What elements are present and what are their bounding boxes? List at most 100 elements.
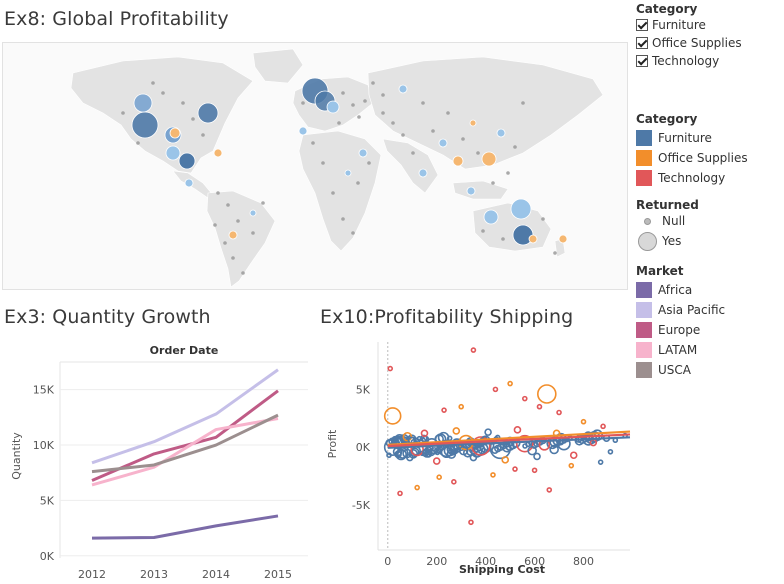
india-shape — [382, 138, 439, 194]
map-mark — [528, 234, 538, 244]
scatter-point[interactable] — [409, 447, 420, 458]
scatter-point[interactable] — [470, 347, 477, 353]
filter-item-technology[interactable]: Technology — [636, 52, 782, 70]
legend-item-furniture[interactable]: Furniture — [636, 128, 782, 148]
map-dot — [161, 91, 165, 95]
scatter-point[interactable] — [531, 467, 538, 474]
scatter-point[interactable] — [446, 449, 457, 459]
legend-item-yes[interactable]: Yes — [636, 230, 782, 252]
scatter-point[interactable] — [512, 466, 518, 472]
scatter-point[interactable] — [436, 474, 442, 480]
x-tick-label: 800 — [573, 555, 594, 568]
legend-item-technology[interactable]: Technology — [636, 168, 782, 188]
scatter-point[interactable] — [492, 386, 499, 393]
map-mark — [418, 168, 428, 178]
scatter-point[interactable] — [538, 439, 551, 451]
map-dot — [301, 101, 305, 105]
scatter-point[interactable] — [451, 479, 457, 485]
x-tick-label: 400 — [475, 555, 496, 568]
series-line-europe[interactable] — [91, 389, 279, 482]
checkbox[interactable] — [636, 37, 648, 49]
large-circle-icon — [636, 231, 658, 251]
scatter-point[interactable] — [537, 384, 557, 404]
map-dot — [363, 99, 367, 103]
y-tick-label: 15K — [33, 384, 55, 397]
map-dot — [513, 145, 517, 149]
legend-item-europe[interactable]: Europe — [636, 320, 782, 340]
legend-label: Africa — [658, 283, 693, 297]
series-line-africa[interactable] — [91, 514, 279, 540]
legend-item-latam[interactable]: LATAM — [636, 340, 782, 360]
scatter-point[interactable] — [522, 443, 528, 449]
scatter-point[interactable] — [406, 453, 414, 462]
scatter-point[interactable] — [507, 380, 513, 387]
legend-item-office-supplies[interactable]: Office Supplies — [636, 148, 782, 168]
legend-item-usca[interactable]: USCA — [636, 360, 782, 380]
scatter-point[interactable] — [521, 395, 528, 402]
scatter-point[interactable] — [569, 451, 578, 460]
trend-lines — [387, 430, 631, 449]
legend-label: Europe — [658, 323, 701, 337]
map-mark — [169, 127, 181, 139]
scatter-point[interactable] — [432, 457, 441, 465]
scatter-point[interactable] — [533, 452, 541, 461]
checkbox[interactable] — [636, 19, 648, 31]
shipping-scatter-chart[interactable]: Profit Shipping Cost -5K 0K 5K 0 200 400 600 8… — [320, 332, 632, 582]
filter-item-furniture[interactable]: Furniture — [636, 16, 782, 34]
scatter-point[interactable] — [452, 427, 461, 435]
scatter-point[interactable] — [458, 445, 469, 456]
scatter-point[interactable] — [549, 444, 559, 455]
scatter-point[interactable] — [556, 409, 562, 416]
scatter-point[interactable] — [383, 407, 402, 425]
scatter-point[interactable] — [437, 439, 456, 458]
series-line-asia-pacific[interactable] — [91, 368, 279, 465]
scatter-point[interactable] — [491, 446, 499, 454]
map-mark — [213, 148, 223, 158]
map-mark — [298, 126, 308, 136]
map-dot — [213, 223, 217, 227]
scatter-point[interactable] — [568, 462, 575, 469]
scatter-point[interactable] — [515, 434, 534, 453]
checkbox[interactable] — [636, 55, 648, 67]
scatter-point[interactable] — [527, 445, 537, 456]
scatter-point[interactable] — [600, 423, 606, 430]
scatter-point[interactable] — [490, 472, 496, 478]
map-dot — [236, 219, 240, 223]
africa-shape — [298, 130, 382, 252]
legend-item-africa[interactable]: Africa — [636, 280, 782, 300]
scatter-point[interactable] — [536, 403, 543, 410]
map-dot — [201, 133, 205, 137]
scatter-point[interactable] — [441, 407, 447, 413]
map-dot — [421, 101, 425, 105]
series-line-latam[interactable] — [91, 416, 279, 487]
scatter-point[interactable] — [580, 418, 587, 425]
legend-label: Office Supplies — [658, 151, 748, 165]
map-dot — [223, 241, 227, 245]
scatter-point[interactable] — [414, 484, 420, 491]
filter-item-office-supplies[interactable]: Office Supplies — [636, 34, 782, 52]
world-map[interactable] — [2, 42, 628, 290]
map-mark — [358, 148, 368, 158]
map-mark — [131, 111, 159, 139]
scatter-point[interactable] — [513, 426, 522, 434]
scatter-point[interactable] — [420, 429, 429, 438]
scatter-point[interactable] — [546, 487, 553, 493]
map-dot — [481, 229, 485, 233]
scatter-point[interactable] — [597, 459, 604, 465]
scatter-point[interactable] — [458, 403, 464, 410]
scatter-point[interactable] — [469, 453, 478, 462]
scatter-point[interactable] — [484, 428, 492, 436]
legend-item-null[interactable]: Null — [636, 212, 782, 230]
scatter-point[interactable] — [397, 490, 403, 497]
category-color-legend: Category Furniture Office Supplies Techn… — [636, 112, 782, 188]
legend-item-asia-pacific[interactable]: Asia Pacific — [636, 300, 782, 320]
series-line-usca[interactable] — [91, 413, 279, 474]
scatter-point[interactable] — [468, 519, 474, 526]
scatter-point[interactable] — [387, 365, 394, 372]
y-axis-title: Profit — [326, 429, 339, 458]
scatter-point[interactable] — [501, 456, 510, 464]
scatter-point[interactable] — [422, 448, 432, 458]
returned-size-legend: Returned Null Yes — [636, 198, 782, 252]
scatter-point[interactable] — [607, 448, 614, 455]
